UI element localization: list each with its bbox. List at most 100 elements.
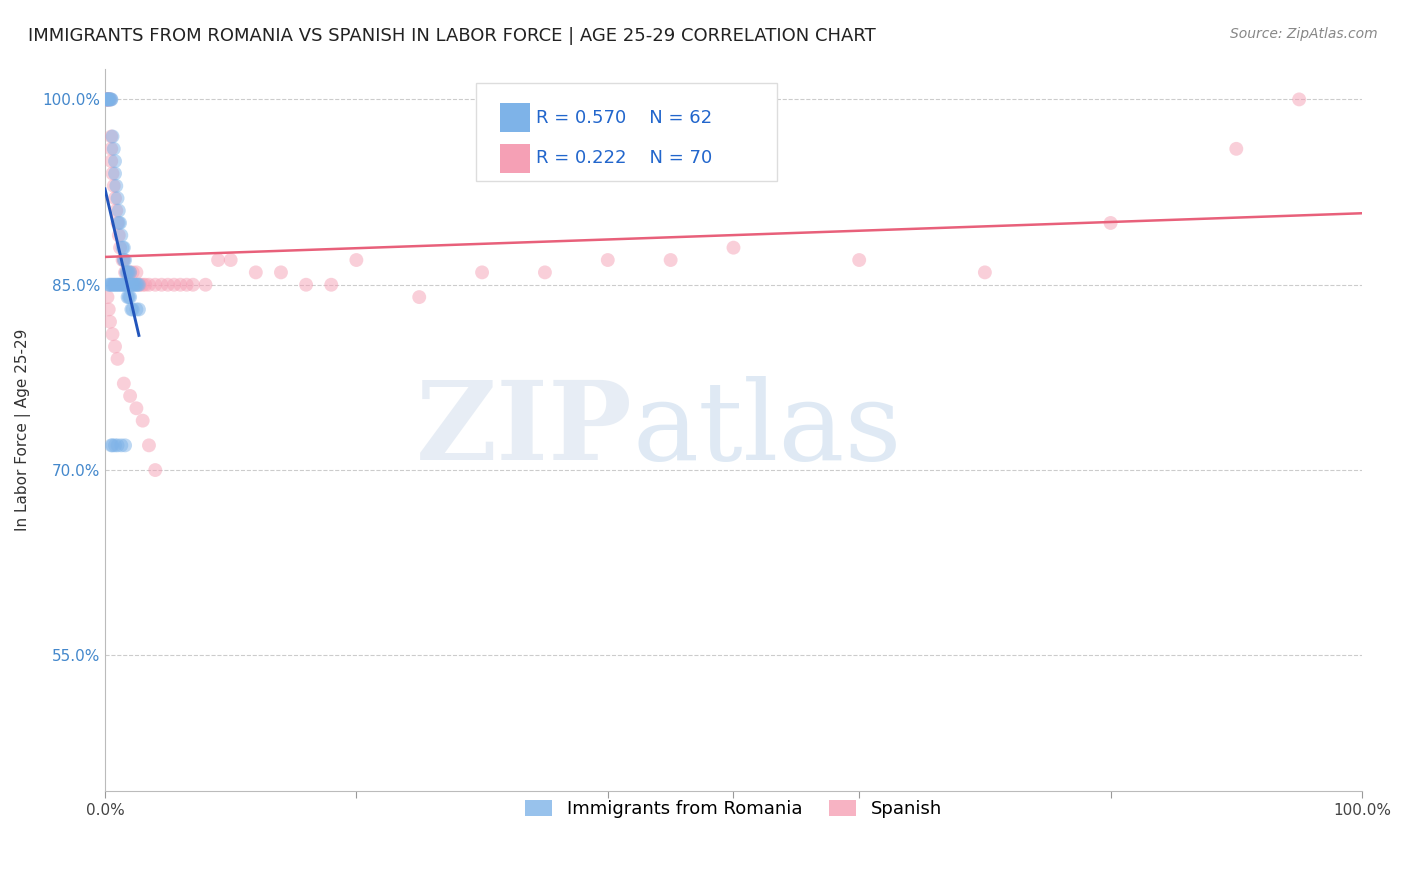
Legend: Immigrants from Romania, Spanish: Immigrants from Romania, Spanish (517, 793, 949, 826)
Point (96, 92, 118, 106)
Point (128, 277, 150, 292)
Point (114, 253, 136, 268)
Point (295, 277, 318, 292)
Point (111, 241, 134, 255)
Point (108, 277, 131, 292)
Point (98, 92, 121, 106)
Point (163, 277, 186, 292)
Point (103, 277, 125, 292)
Point (120, 265, 142, 279)
Point (97, 302, 120, 317)
Point (100, 142, 122, 156)
Point (122, 277, 145, 292)
Point (98, 92, 121, 106)
Point (1288, 92, 1310, 106)
Point (124, 277, 146, 292)
Point (125, 401, 148, 416)
Point (103, 142, 125, 156)
Point (105, 277, 128, 292)
Point (110, 228, 132, 243)
Point (107, 203, 129, 218)
Point (107, 351, 129, 366)
Point (121, 265, 143, 279)
Point (1099, 216, 1122, 230)
Point (112, 277, 135, 292)
FancyBboxPatch shape (499, 144, 530, 173)
Text: Source: ZipAtlas.com: Source: ZipAtlas.com (1230, 27, 1378, 41)
Y-axis label: In Labor Force | Age 25-29: In Labor Force | Age 25-29 (15, 329, 31, 531)
Point (150, 277, 173, 292)
Point (110, 277, 132, 292)
Point (97, 92, 120, 106)
Point (321, 277, 343, 292)
Point (97, 92, 120, 106)
Point (101, 277, 124, 292)
Point (107, 277, 129, 292)
Point (104, 167, 127, 181)
Point (117, 265, 139, 279)
Point (143, 277, 166, 292)
Point (114, 438, 136, 452)
Point (107, 277, 129, 292)
Point (101, 167, 124, 181)
Point (100, 154, 122, 169)
Point (143, 463, 166, 477)
Point (120, 277, 142, 292)
Point (104, 438, 127, 452)
Point (96, 92, 118, 106)
Point (105, 203, 128, 218)
Point (104, 339, 127, 353)
Point (103, 178, 125, 193)
Point (107, 228, 129, 243)
Point (97, 277, 120, 292)
Point (194, 277, 217, 292)
Point (131, 414, 153, 428)
Point (120, 389, 142, 403)
Point (1225, 142, 1247, 156)
Point (96, 92, 118, 106)
Point (121, 302, 143, 317)
Point (96, 92, 118, 106)
Point (104, 154, 127, 169)
Point (245, 265, 267, 279)
Point (104, 191, 127, 205)
Point (176, 277, 198, 292)
Point (111, 253, 134, 268)
Point (97, 92, 120, 106)
Point (101, 327, 124, 342)
Point (219, 253, 242, 268)
Point (659, 253, 682, 268)
Point (121, 277, 143, 292)
Point (848, 253, 870, 268)
Point (156, 277, 179, 292)
Point (117, 290, 139, 304)
Point (100, 438, 122, 452)
Point (107, 191, 129, 205)
Point (270, 265, 292, 279)
Point (181, 277, 204, 292)
Point (107, 216, 129, 230)
Point (98, 315, 121, 329)
Text: R = 0.222    N = 70: R = 0.222 N = 70 (536, 149, 713, 168)
Point (97, 92, 120, 106)
FancyBboxPatch shape (499, 103, 530, 132)
Point (138, 277, 160, 292)
Text: IMMIGRANTS FROM ROMANIA VS SPANISH IN LABOR FORCE | AGE 25-29 CORRELATION CHART: IMMIGRANTS FROM ROMANIA VS SPANISH IN LA… (28, 27, 876, 45)
Point (100, 92, 122, 106)
Point (98, 277, 121, 292)
Point (100, 277, 122, 292)
Point (408, 290, 430, 304)
Text: atlas: atlas (633, 376, 903, 483)
Point (138, 438, 160, 452)
Point (96, 92, 118, 106)
Point (108, 241, 131, 255)
Point (120, 265, 142, 279)
Point (125, 277, 148, 292)
Point (105, 178, 128, 193)
Point (111, 277, 134, 292)
Point (117, 265, 139, 279)
Point (125, 302, 148, 317)
Point (471, 265, 494, 279)
Point (107, 438, 129, 452)
Point (118, 265, 141, 279)
